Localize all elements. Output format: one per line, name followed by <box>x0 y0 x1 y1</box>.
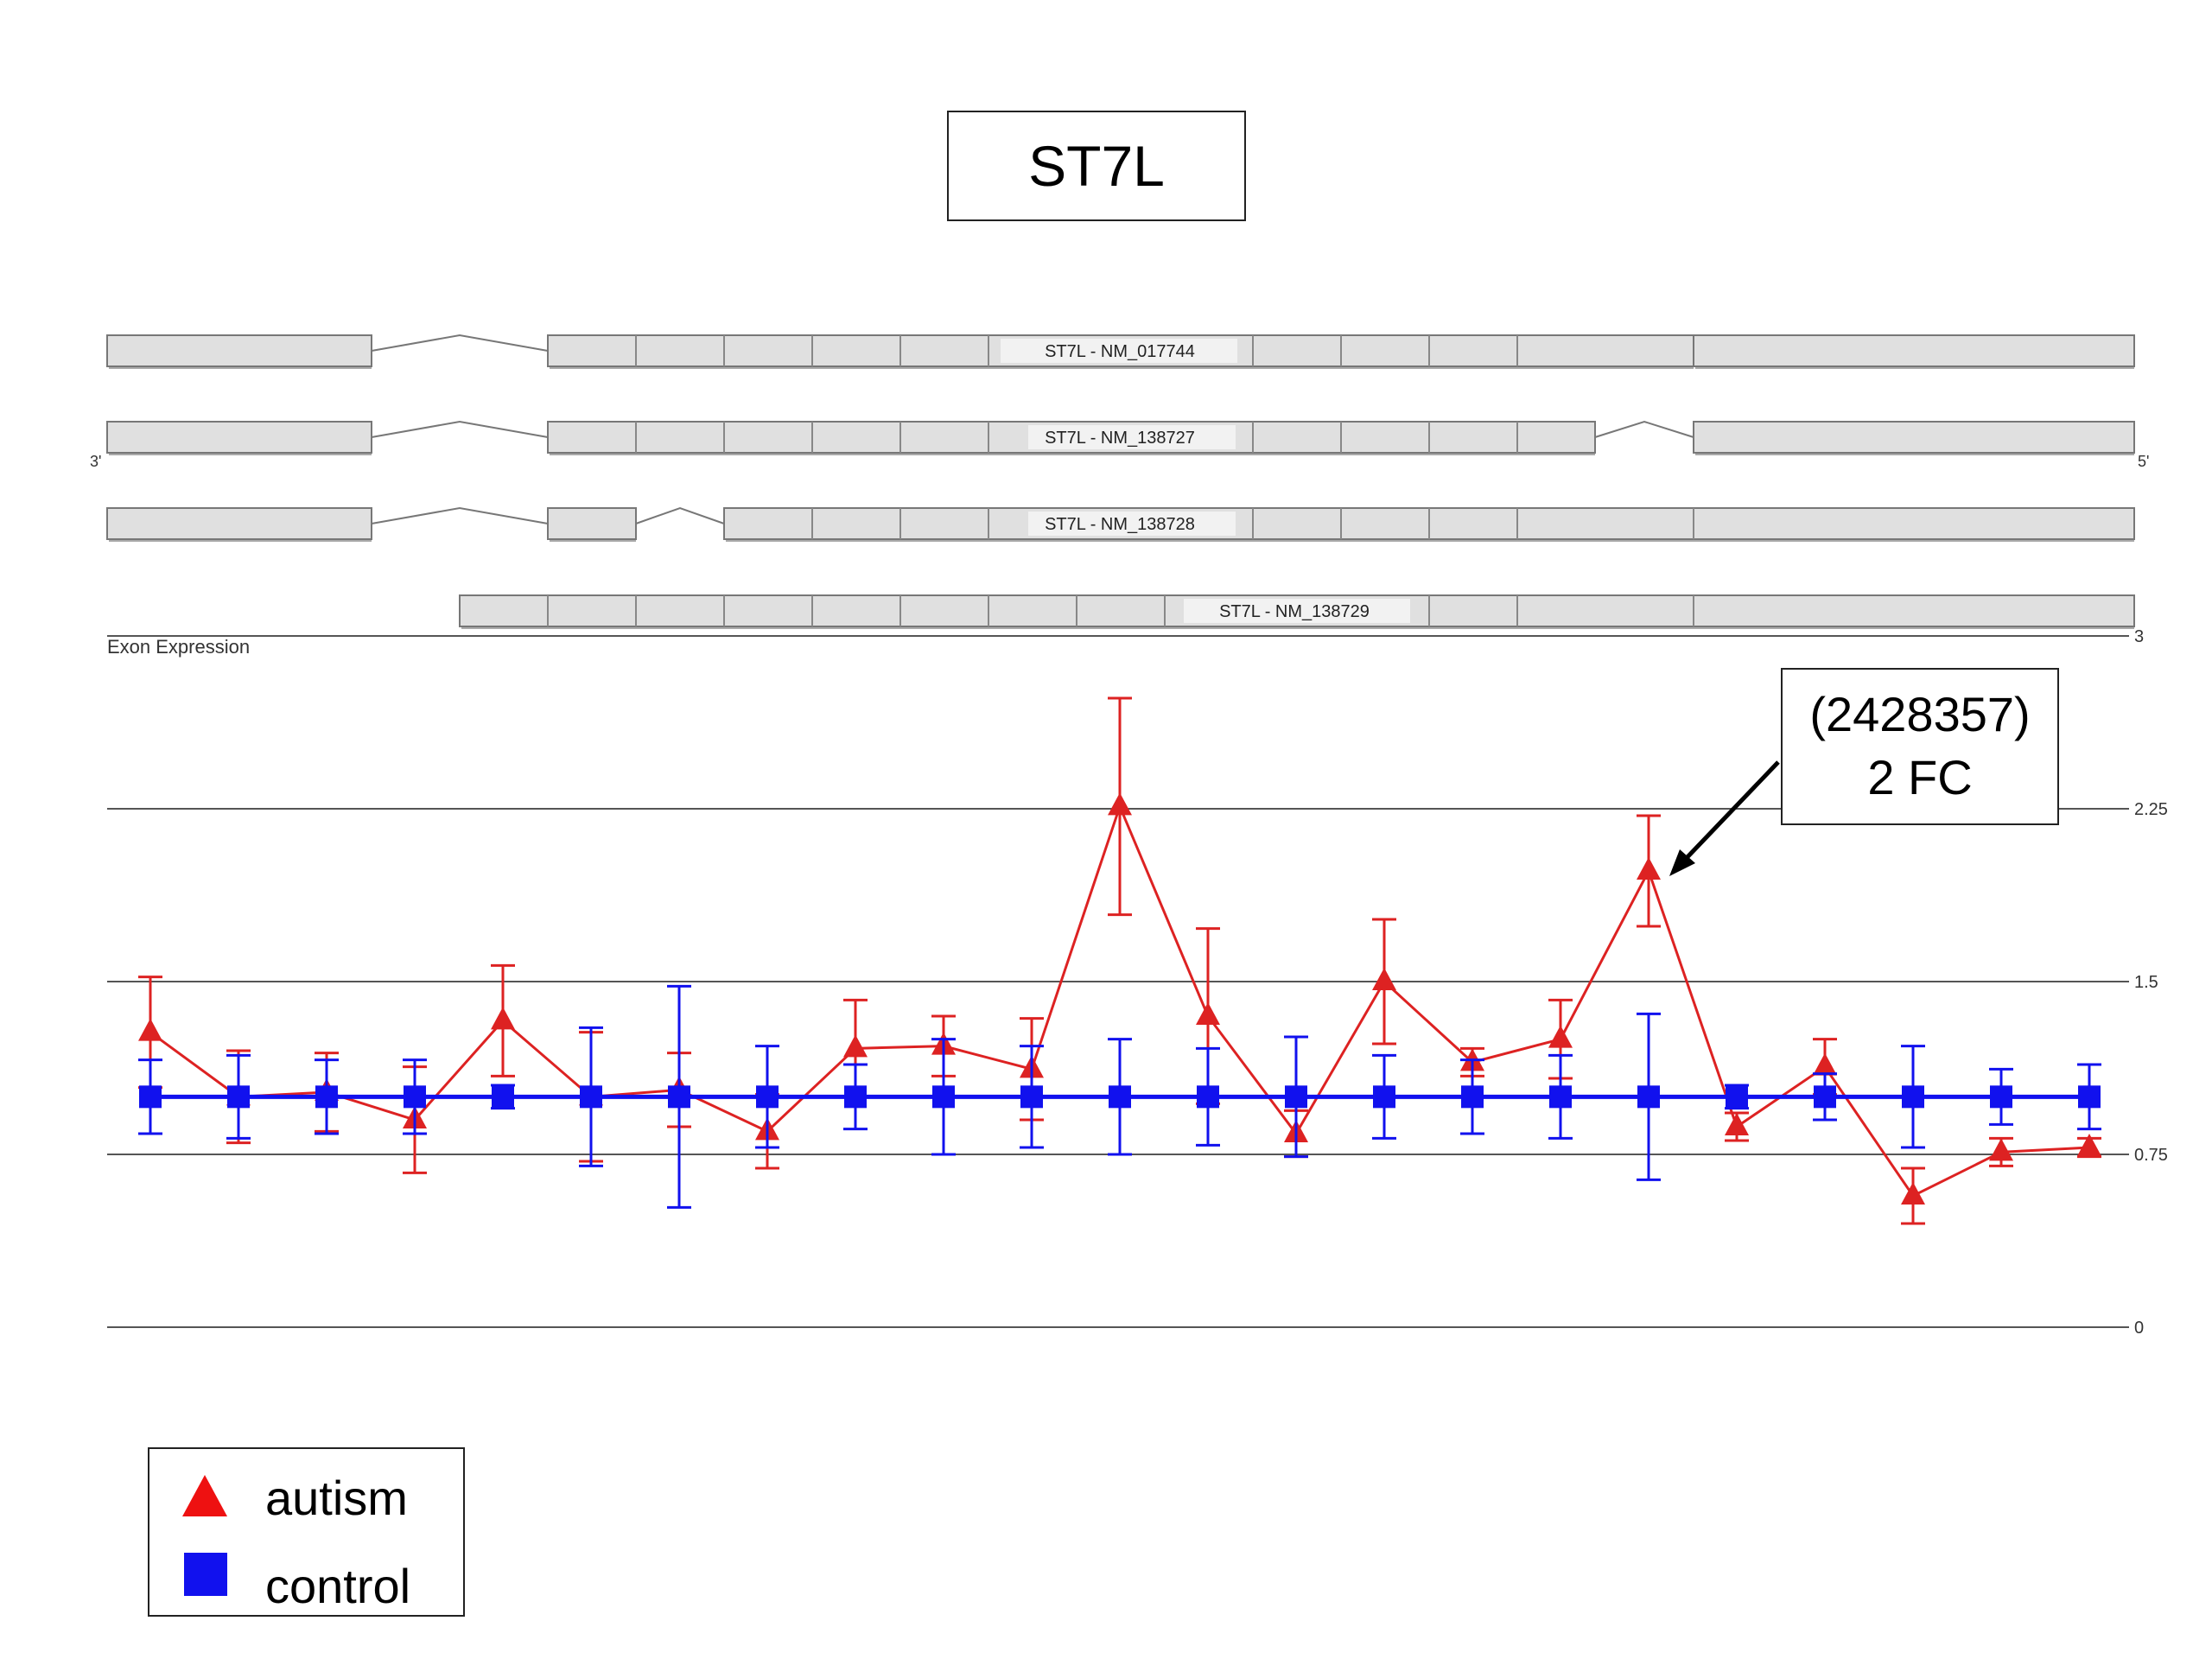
data-point-square <box>1902 1085 1924 1109</box>
strand-right-label: 5' <box>2138 453 2149 470</box>
y-tick-label: 2.25 <box>2134 800 2168 819</box>
legend-label-autism: autism <box>265 1471 408 1525</box>
data-point-triangle <box>138 1018 162 1041</box>
data-point-square <box>1990 1085 2012 1109</box>
data-point-square <box>1637 1085 1660 1109</box>
exon-block <box>106 507 372 540</box>
transcript-label: ST7L - NM_138728 <box>1045 515 1195 534</box>
data-point-square <box>1549 1085 1572 1109</box>
transcript-track: ST7L - NM_138728 <box>106 506 2135 542</box>
data-point-triangle <box>1196 1002 1220 1025</box>
exon-block <box>547 507 637 540</box>
data-point-square <box>1726 1085 1748 1109</box>
callout-annotation: (2428357) 2 FC <box>1781 668 2059 825</box>
data-point-square <box>668 1085 690 1109</box>
legend-item-autism: autism <box>149 1461 463 1530</box>
data-point-triangle <box>1813 1052 1837 1076</box>
y-tick-label: 1.5 <box>2134 973 2158 992</box>
data-point-triangle <box>1372 968 1396 990</box>
transcript-label-bg <box>1028 512 1236 536</box>
transcript-label: ST7L - NM_138727 <box>1045 429 1195 448</box>
exon-block <box>106 421 372 454</box>
data-point-square <box>2078 1085 2101 1109</box>
exon-block <box>106 334 372 367</box>
transcript-tracks: ST7L - NM_017744 ST7L - NM_138727 ST7L - N… <box>106 334 2135 629</box>
intron-connector <box>371 420 549 438</box>
callout-id: (2428357) <box>1809 687 2031 742</box>
data-point-square <box>227 1085 250 1109</box>
data-point-triangle <box>1108 792 1132 816</box>
transcript-label: ST7L - NM_138729 <box>1219 602 1370 621</box>
chart-title: ST7L <box>947 111 1246 221</box>
legend: autism control <box>148 1447 465 1617</box>
data-point-square <box>1020 1085 1043 1109</box>
square-marker-icon <box>184 1553 227 1596</box>
data-point-square <box>1285 1085 1307 1109</box>
callout-arrow <box>1669 760 1780 876</box>
transcript-label: ST7L - NM_017744 <box>1045 342 1195 361</box>
data-point-square <box>756 1085 779 1109</box>
y-tick-label: 3 <box>2134 627 2144 646</box>
strand-left-label: 3' <box>90 453 101 470</box>
callout-fold-change: 2 FC <box>1867 750 1973 804</box>
data-point-square <box>315 1085 338 1109</box>
intron-connector <box>1594 420 1694 438</box>
exon-block <box>1693 421 2135 454</box>
transcript-label-bg <box>1028 425 1236 449</box>
data-point-square <box>492 1085 514 1109</box>
data-point-square <box>404 1085 426 1109</box>
y-tick-label: 0 <box>2134 1319 2144 1338</box>
data-point-triangle <box>1989 1138 2013 1161</box>
data-point-square <box>844 1085 867 1109</box>
data-point-square <box>1814 1085 1836 1109</box>
transcript-track: ST7L - NM_017744 <box>106 334 2135 369</box>
data-point-triangle <box>1548 1025 1573 1048</box>
transcript-label-bg <box>1184 599 1410 623</box>
transcript-track: ST7L - NM_138729 <box>459 594 2135 629</box>
data-point-triangle <box>843 1034 868 1058</box>
data-point-triangle <box>1637 857 1661 880</box>
data-point-square <box>1109 1085 1131 1109</box>
data-point-square <box>1373 1085 1395 1109</box>
intron-connector <box>371 334 549 352</box>
data-point-square <box>1197 1085 1219 1109</box>
data-point-square <box>139 1085 162 1109</box>
data-point-square <box>1461 1085 1484 1109</box>
triangle-marker-icon <box>182 1475 227 1516</box>
intron-connector <box>635 506 725 524</box>
series-control <box>138 984 2101 1209</box>
data-point-triangle <box>1901 1182 1925 1205</box>
exon-block <box>1693 334 2135 367</box>
data-point-square <box>932 1085 955 1109</box>
transcript-label-bg <box>1001 339 1237 363</box>
y-tick-label: 0.75 <box>2134 1146 2168 1165</box>
data-point-triangle <box>491 1007 515 1030</box>
data-point-triangle <box>2077 1134 2101 1156</box>
plot-title: Exon Expression <box>107 636 250 658</box>
series-layer <box>138 696 2101 1225</box>
data-point-triangle <box>1725 1113 1749 1135</box>
intron-connector <box>371 506 549 524</box>
legend-label-control: control <box>265 1559 411 1613</box>
transcript-track: ST7L - NM_138727 <box>106 420 2135 455</box>
data-point-square <box>580 1085 602 1109</box>
legend-item-control: control <box>149 1549 463 1618</box>
